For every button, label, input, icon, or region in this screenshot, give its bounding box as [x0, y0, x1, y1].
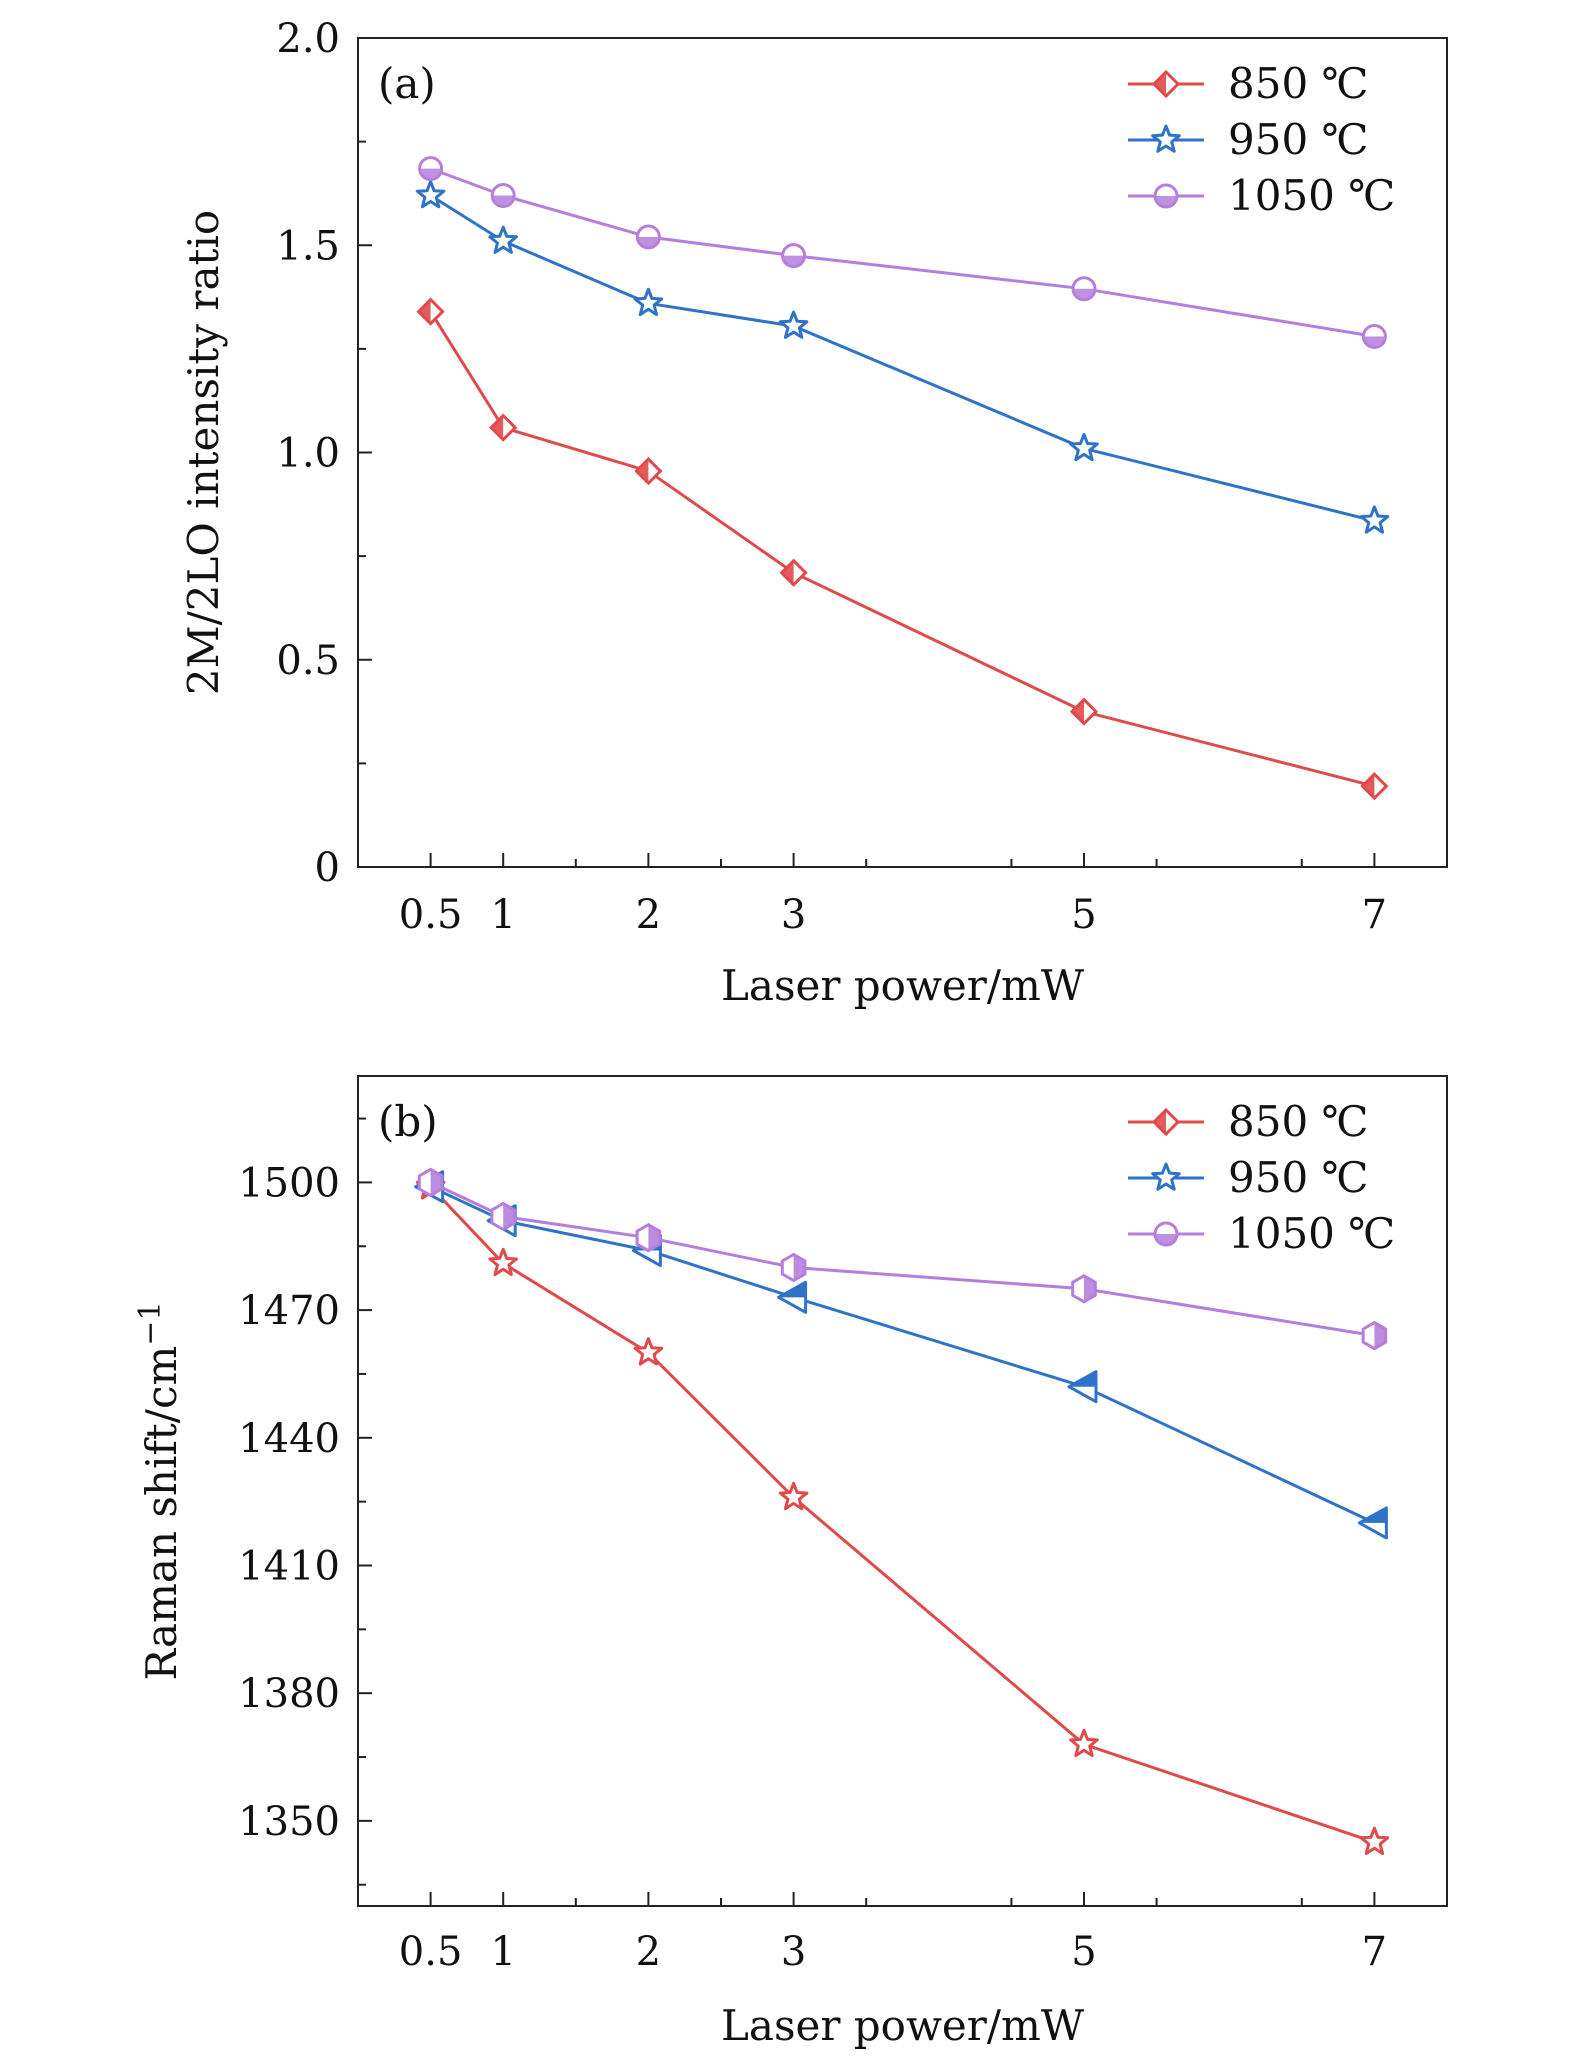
x-tick-label: 3 — [781, 1929, 806, 1975]
data-point — [1359, 1826, 1390, 1855]
series-line — [429, 1185, 1375, 1844]
y-tick-label: 1440 — [238, 1416, 340, 1462]
legend-marker — [1151, 124, 1181, 153]
panel-a: 0.5 1 2 3 5 7 0 0.5 1.0 1.5 2.0 Laser power/mW 2M/2L… — [179, 16, 1448, 1010]
x-tick-label: 1 — [490, 1929, 515, 1975]
y-tick-label: 2.0 — [276, 16, 340, 62]
y-axis-title: 2M/2LO intensity ratio — [179, 210, 228, 695]
series-1 — [415, 180, 1390, 534]
x-axis-title: Laser power/mW — [721, 961, 1085, 1010]
data-point — [633, 1337, 664, 1366]
data-point — [778, 310, 809, 339]
legend: 850 ℃ 950 ℃ 1050 ℃ — [1128, 1097, 1395, 1258]
x-tick-label: 0.5 — [399, 1929, 463, 1975]
x-tick-label: 0.5 — [399, 892, 463, 938]
y-axis-title: Raman shift/cm−1 — [133, 1301, 186, 1680]
x-tick-label: 5 — [1071, 892, 1096, 938]
series-line — [429, 1181, 1375, 1338]
data-point — [488, 1247, 518, 1277]
series-2 — [418, 156, 1387, 349]
data-point — [1069, 1728, 1099, 1758]
y-tick-label: 1350 — [238, 1799, 340, 1845]
series-line — [429, 194, 1375, 523]
series-0 — [416, 297, 1389, 801]
y-tick-label: 1470 — [238, 1288, 340, 1334]
data-point — [1359, 505, 1390, 534]
y-tick-label: 1380 — [238, 1671, 340, 1717]
y-tick-label: 1.5 — [276, 223, 340, 269]
x-tick-label: 1 — [490, 892, 515, 938]
x-tick-label: 7 — [1362, 1929, 1387, 1975]
panel-label: (b) — [378, 1097, 438, 1146]
legend-label: 850 ℃ — [1228, 1097, 1369, 1146]
x-tick-label: 7 — [1362, 892, 1387, 938]
data-point — [633, 287, 664, 317]
legend-label: 950 ℃ — [1228, 115, 1369, 164]
x-tick-label: 2 — [636, 1929, 661, 1975]
legend-label: 950 ℃ — [1228, 1153, 1369, 1202]
legend-label: 1050 ℃ — [1228, 1209, 1395, 1258]
series-2 — [417, 1167, 1388, 1351]
y-tick-label: 1.0 — [276, 431, 340, 477]
x-tick-label: 5 — [1071, 1929, 1096, 1975]
data-point — [1069, 432, 1099, 462]
data-point — [415, 180, 446, 209]
y-tick-label: 0.5 — [276, 638, 340, 684]
x-tick-label: 2 — [636, 892, 661, 938]
y-tick-label: 0 — [315, 845, 340, 891]
y-tick-label: 1500 — [238, 1160, 340, 1206]
panel-b: 0.5 1 2 3 5 7 1350 1380 1410 1440 1470 1500 Laser po… — [133, 1075, 1448, 2050]
y-tick-label: 1410 — [238, 1543, 340, 1589]
panel-label: (a) — [378, 59, 436, 108]
legend-label: 850 ℃ — [1228, 59, 1369, 108]
data-point — [778, 1481, 809, 1511]
x-tick-label: 3 — [781, 892, 806, 938]
legend-marker — [1151, 1162, 1181, 1191]
series-line — [429, 310, 1375, 788]
data-point — [488, 225, 518, 254]
plot-frame — [357, 1075, 1448, 1907]
x-axis-title: Laser power/mW — [721, 2001, 1085, 2050]
series-line — [430, 167, 1375, 338]
legend: 850 ℃ 950 ℃ 1050 ℃ — [1128, 59, 1395, 220]
legend-label: 1050 ℃ — [1228, 171, 1395, 220]
